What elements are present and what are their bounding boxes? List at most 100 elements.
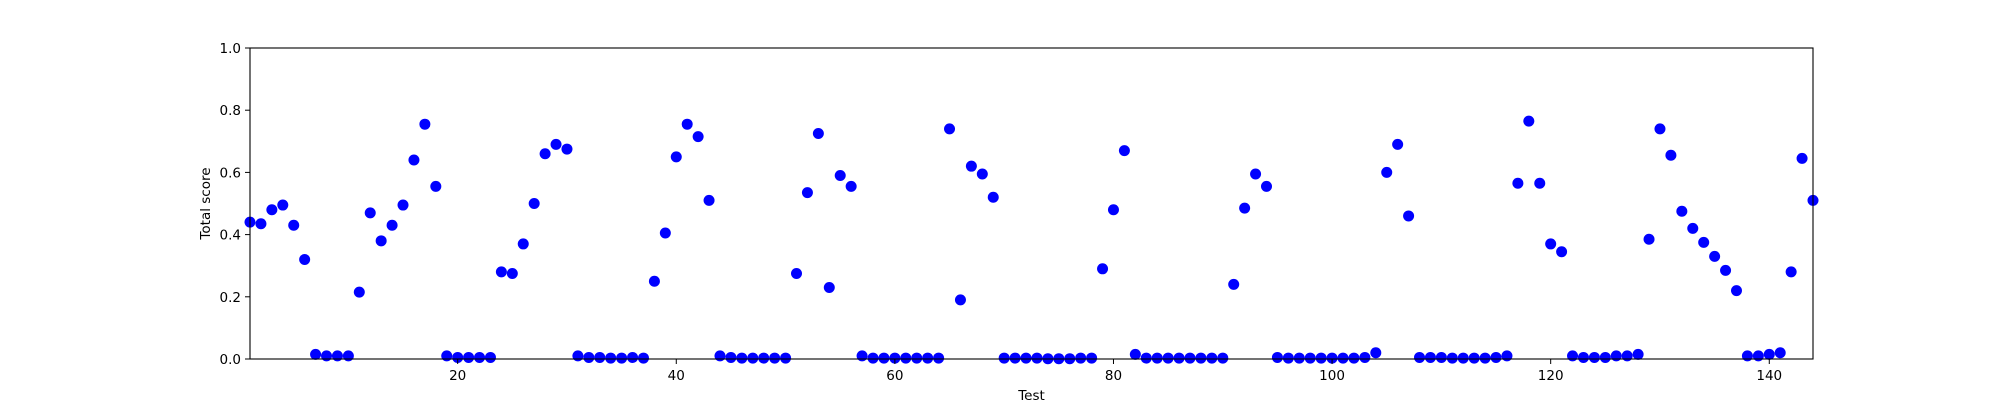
data-point [1206,352,1218,364]
data-point [845,180,857,192]
data-point [386,219,398,231]
data-point [616,352,628,364]
data-point [484,351,496,363]
data-point [1381,166,1393,178]
data-point [944,123,956,135]
data-point [1490,351,1502,363]
y-axis-label: Total score [198,167,214,240]
data-point [1709,250,1721,262]
data-point [1414,351,1426,363]
data-point [965,160,977,172]
data-point [594,351,606,363]
data-point [572,350,584,362]
data-point [1217,352,1229,364]
data-point [299,253,311,265]
data-point [1228,278,1240,290]
data-point [1676,205,1688,217]
data-point [266,204,278,216]
data-point [1239,202,1251,214]
data-point [1370,347,1382,359]
y-tick-label: 0.4 [220,228,241,244]
data-point [747,352,759,364]
data-point [1588,351,1600,363]
data-point [1435,351,1447,363]
data-point [1556,246,1568,258]
data-point [441,350,453,362]
data-point [1140,352,1152,364]
x-tick-label: 100 [1319,368,1345,384]
data-point [1567,350,1579,362]
data-point [1752,350,1764,362]
data-point [933,352,945,364]
data-point [1097,263,1109,275]
data-point [277,199,289,211]
data-point [408,154,420,166]
data-point [1315,352,1327,364]
data-point [1545,238,1557,250]
data-point [856,350,868,362]
data-point [1173,352,1185,364]
data-point [780,352,792,364]
data-point [463,351,475,363]
data-point [1392,138,1404,150]
data-point [1621,350,1633,362]
x-tick-label: 40 [668,368,685,384]
data-point [1534,177,1546,189]
data-point [900,352,912,364]
y-tick-label: 0.8 [220,103,241,119]
data-point [1129,348,1141,360]
data-point [1271,351,1283,363]
data-point [627,351,639,363]
data-point [550,138,562,150]
data-point [1501,350,1513,362]
data-point [1446,352,1458,364]
data-point [539,148,551,160]
data-point [1774,347,1786,359]
data-point [1468,352,1480,364]
data-point [736,352,748,364]
data-point [812,128,824,140]
data-point [331,350,343,362]
data-point [878,352,890,364]
data-point [1643,233,1655,245]
data-point [987,191,999,203]
data-point [1796,152,1808,164]
data-point [288,219,300,231]
data-point [692,131,704,143]
data-point [1250,168,1262,180]
data-point [1151,352,1163,364]
x-tick-label: 60 [886,368,903,384]
data-point [922,352,934,364]
data-point [1184,352,1196,364]
data-point [397,199,409,211]
data-point [1610,350,1622,362]
data-point [1457,352,1469,364]
data-point [1698,236,1710,248]
data-point [1359,351,1371,363]
data-point [375,235,387,247]
data-point [758,352,770,364]
data-point [659,227,671,239]
data-point [1260,180,1272,192]
data-point [517,238,529,250]
y-tick-label: 0.2 [220,290,241,306]
data-point [769,352,781,364]
data-point [1424,351,1436,363]
y-tick-label: 0.0 [220,352,241,368]
data-point [342,350,354,362]
x-tick-label: 140 [1756,368,1782,384]
x-tick-label: 80 [1105,368,1122,384]
data-point [1326,352,1338,364]
data-point [495,266,507,278]
data-point [791,267,803,279]
x-axis-label: Test [1017,388,1045,400]
data-point [834,170,846,182]
data-point [954,294,966,306]
data-points [244,115,1819,365]
data-point [703,194,715,206]
data-point [419,118,431,130]
data-point [561,143,573,155]
data-point [506,267,518,279]
data-point [528,198,540,209]
